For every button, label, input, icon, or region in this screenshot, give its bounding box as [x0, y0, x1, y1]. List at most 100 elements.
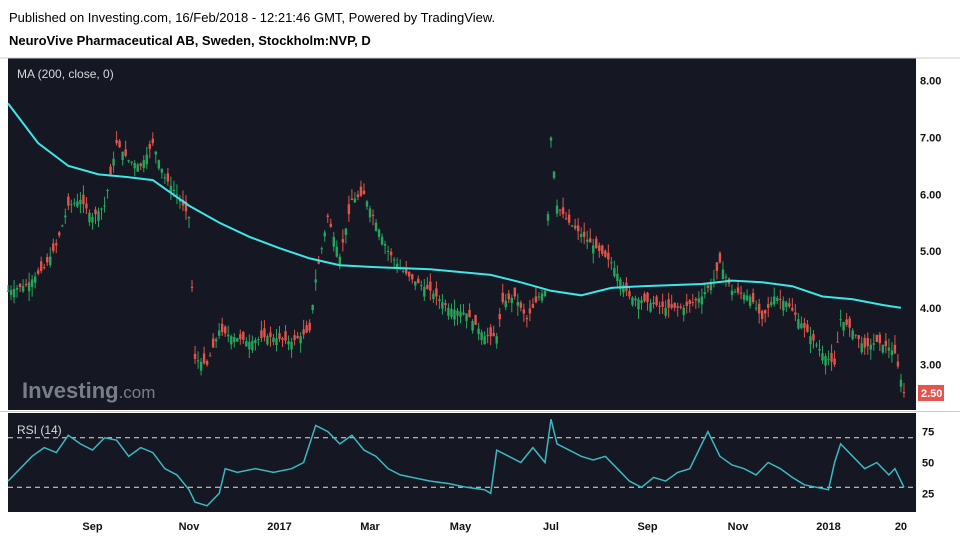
- candle-body: [486, 334, 489, 337]
- candle-body: [411, 274, 414, 280]
- candle-body: [546, 214, 550, 221]
- candle-body: [643, 293, 646, 302]
- price-tick-label: 5.00: [920, 246, 941, 258]
- candle-body: [350, 198, 354, 200]
- candle-body: [290, 341, 293, 350]
- candle-body: [18, 283, 22, 287]
- candle-body: [106, 190, 109, 191]
- candle-body: [598, 245, 601, 252]
- candle-body: [890, 350, 894, 356]
- candle-body: [49, 256, 52, 266]
- candle-body: [673, 302, 676, 308]
- candle-body: [519, 302, 523, 308]
- candle-body: [193, 353, 197, 359]
- candle-body: [480, 332, 483, 340]
- candle-body: [266, 336, 269, 345]
- candle-body: [230, 336, 233, 345]
- candle-body: [767, 304, 770, 308]
- candle-body: [335, 246, 339, 257]
- candle-body: [739, 292, 743, 294]
- candle-body: [30, 279, 34, 287]
- candle-body: [175, 194, 179, 196]
- candle-body: [688, 300, 691, 305]
- candle-body: [67, 196, 70, 206]
- candle-body: [730, 290, 734, 295]
- x-axis-label: Mar: [360, 521, 380, 533]
- candle-body: [773, 296, 776, 305]
- candle-body: [317, 261, 320, 264]
- candle-body: [582, 231, 586, 237]
- rsi-pane[interactable]: [8, 413, 916, 512]
- candle-body: [33, 276, 37, 283]
- candle-body: [697, 298, 701, 303]
- candle-body: [329, 223, 332, 227]
- candle-body: [800, 323, 803, 329]
- candle-body: [757, 303, 761, 314]
- candle-body: [833, 358, 836, 365]
- candle-body: [806, 324, 809, 332]
- price-tick-label: 6.00: [920, 189, 941, 201]
- candle-body: [785, 302, 788, 308]
- rsi-line: [7, 419, 905, 507]
- candle-body: [103, 205, 106, 207]
- candle-body: [73, 202, 76, 204]
- candle-body: [776, 297, 779, 301]
- candle-body: [649, 303, 652, 312]
- candle-body: [257, 339, 260, 341]
- candle-body: [408, 272, 411, 277]
- candle-body: [380, 236, 384, 245]
- candle-body: [278, 333, 281, 340]
- rsi-tick-label: 75: [922, 427, 934, 439]
- candle-body: [498, 314, 501, 320]
- candle-body: [842, 322, 845, 331]
- candle-body: [537, 296, 541, 298]
- candle-body: [893, 344, 897, 354]
- candle-body: [447, 307, 450, 316]
- candle-body: [821, 353, 824, 361]
- candle-body: [736, 287, 740, 293]
- candle-body: [163, 177, 167, 179]
- candle-body: [426, 284, 429, 289]
- candle-body: [420, 285, 423, 287]
- ma-indicator-label: MA (200, close, 0): [17, 67, 114, 81]
- candle-body: [809, 336, 812, 345]
- price-pane[interactable]: [8, 58, 916, 410]
- candle-body: [145, 154, 148, 165]
- candle-body: [371, 214, 375, 216]
- candle-body: [323, 232, 326, 237]
- candle-body: [540, 293, 544, 301]
- candle-body: [863, 338, 866, 348]
- candle-body: [438, 299, 441, 301]
- candle-body: [362, 190, 366, 195]
- candle-body: [528, 308, 532, 314]
- x-axis-label: Sep: [82, 521, 102, 533]
- candle-body: [558, 209, 562, 211]
- candle-body: [199, 361, 203, 371]
- last-price-label: 2.50: [921, 388, 942, 400]
- candle-body: [142, 160, 145, 168]
- candle-body: [320, 248, 323, 250]
- candle-body: [899, 379, 903, 387]
- candle-body: [887, 347, 891, 351]
- candle-body: [742, 294, 746, 300]
- candle-body: [857, 335, 860, 340]
- candle-body: [652, 302, 655, 305]
- candle-body: [88, 212, 91, 223]
- candle-body: [302, 329, 305, 335]
- candle-body: [552, 171, 556, 178]
- candle-body: [492, 332, 495, 337]
- candle-body: [21, 286, 25, 292]
- candle-body: [148, 144, 151, 149]
- candle-body: [724, 276, 728, 278]
- candle-body: [471, 321, 474, 331]
- candle-body: [803, 322, 806, 328]
- candle-body: [791, 307, 794, 311]
- candle-body: [640, 300, 643, 304]
- candle-body: [254, 339, 257, 344]
- candle-body: [477, 328, 480, 335]
- candle-body: [549, 137, 553, 141]
- candle-body: [854, 334, 857, 336]
- x-axis-label: 20: [895, 521, 907, 533]
- candle-body: [97, 211, 100, 222]
